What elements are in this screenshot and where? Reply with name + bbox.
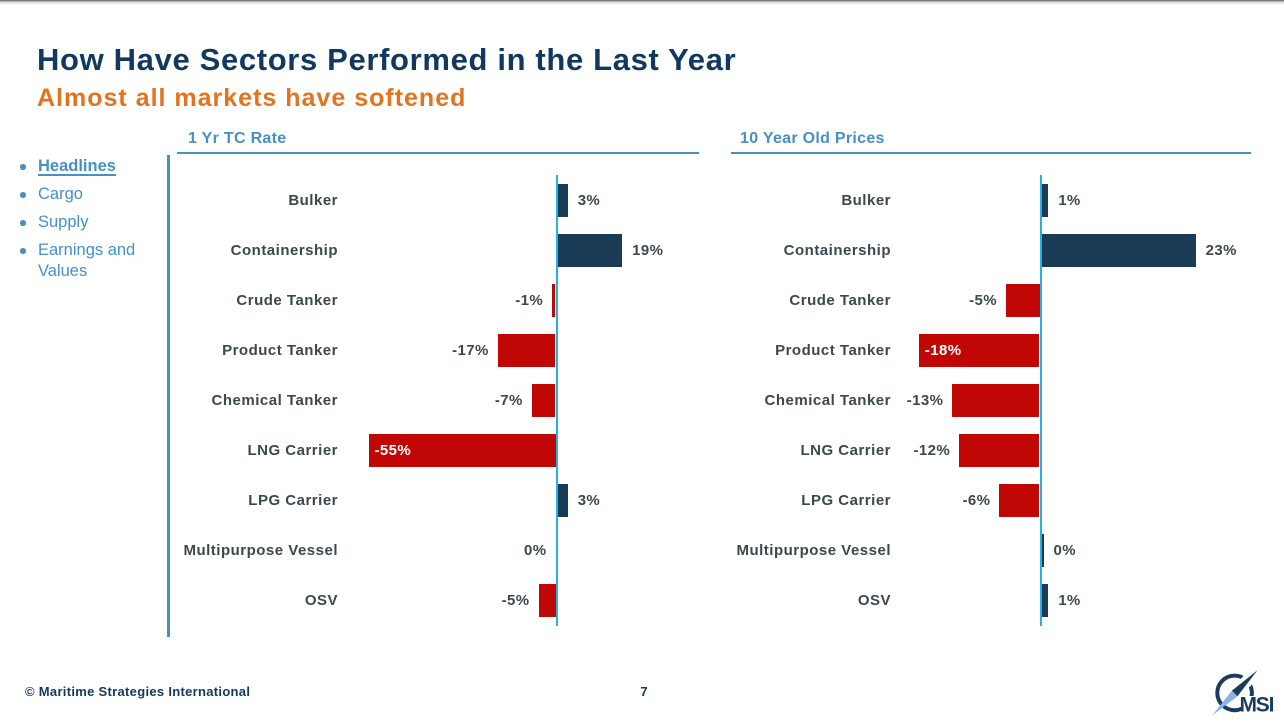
chart-10-year-old-prices: Bulker 1% Containership 23% Crude Tanker -5% P…: [0, 175, 1284, 626]
category-label: LPG Carrier: [801, 491, 891, 509]
category-label: LPG Carrier: [248, 491, 338, 509]
bar-lpg-carrier: [557, 483, 568, 517]
footer-page-number: 7: [640, 684, 648, 699]
chart-axis-line: [555, 175, 558, 626]
bar-containership: [557, 233, 623, 267]
chart-title-1yr-tc-rate: 1 Yr TC Rate: [188, 129, 287, 147]
sidebar-item-label: Supply: [38, 213, 89, 231]
sidebar-item-label: Earnings and Values: [38, 241, 136, 280]
bar-bulker: [557, 183, 568, 217]
sidebar-divider: [166, 155, 170, 637]
value-label: -7%: [494, 391, 523, 409]
logo-text: MSI: [1240, 694, 1274, 717]
bullet-icon: [20, 164, 26, 170]
category-label: Bulker: [288, 191, 338, 209]
bar-multipurpose-vessel: [1041, 533, 1044, 567]
chart-title-underline-left: [177, 152, 699, 154]
bar-product-tanker: [918, 333, 1040, 367]
category-label: LNG Carrier: [800, 441, 891, 459]
sidebar-item-label: Cargo: [38, 185, 83, 203]
sidebar-item-cargo[interactable]: Cargo: [14, 184, 162, 205]
chart-1yr-tc-rate: Bulker 3% Containership 19% Crude Tanker -1% P…: [0, 175, 1284, 626]
value-label: 1%: [1058, 591, 1081, 609]
bar-crude-tanker: [552, 283, 556, 317]
footer-copyright: © Maritime Strategies International: [25, 684, 251, 699]
category-label: LNG Carrier: [247, 441, 338, 459]
bar-lng-carrier: [368, 433, 556, 467]
logo-text-backing: [1242, 696, 1282, 721]
category-label: Containership: [783, 241, 891, 259]
sidebar-item-earnings-and-values[interactable]: Earnings and Values: [14, 240, 162, 282]
value-label: 19%: [632, 241, 664, 259]
category-label: Multipurpose Vessel: [183, 541, 338, 559]
value-label: -13%: [906, 391, 944, 409]
value-label: 0%: [1053, 541, 1076, 559]
sidebar-item-headlines[interactable]: Headlines: [14, 156, 162, 177]
bullet-icon: [20, 220, 26, 226]
category-label: Bulker: [841, 191, 891, 209]
value-label: -12%: [913, 441, 951, 459]
value-label: -1%: [515, 291, 544, 309]
value-label: -18%: [924, 341, 962, 359]
value-label: 3%: [577, 191, 601, 209]
bar-product-tanker: [497, 333, 556, 367]
chart-axis-line: [1039, 175, 1042, 626]
bar-containership: [1041, 233, 1196, 267]
value-label: 23%: [1205, 241, 1237, 259]
chart-title-underline-right: [731, 152, 1251, 154]
logo-compass-ring: [1215, 673, 1254, 713]
bar-osv: [1041, 583, 1049, 617]
bar-bulker: [1041, 183, 1049, 217]
top-edge-shadow: [0, 0, 1284, 5]
value-label: 3%: [577, 491, 601, 509]
value-label: -5%: [501, 591, 530, 609]
value-label: -6%: [962, 491, 991, 509]
page-title: How Have Sectors Performed in the Last Y…: [37, 41, 737, 77]
bar-chemical-tanker: [952, 383, 1040, 417]
section-nav: Headlines Cargo Supply Earnings and Values: [14, 156, 162, 289]
value-label: 1%: [1058, 191, 1081, 209]
logo-needle-north: [1231, 670, 1258, 697]
value-label: -5%: [969, 291, 997, 309]
category-label: OSV: [304, 591, 338, 609]
bar-osv: [538, 583, 556, 617]
bullet-icon: [20, 192, 26, 198]
sidebar-item-label: Headlines: [38, 157, 116, 175]
category-label: Product Tanker: [222, 341, 338, 359]
category-label: Chemical Tanker: [211, 391, 338, 409]
value-label: -17%: [452, 341, 489, 359]
bar-crude-tanker: [1006, 283, 1040, 317]
msi-logo: MSI: [1212, 664, 1282, 721]
value-label: 0%: [524, 541, 547, 559]
value-label: -55%: [374, 441, 412, 459]
chart-title-10-year-old-prices: 10 Year Old Prices: [740, 129, 885, 147]
category-label: Product Tanker: [775, 341, 891, 359]
bar-chemical-tanker: [531, 383, 556, 417]
logo-needle-south: [1212, 690, 1238, 716]
bar-lpg-carrier: [999, 483, 1040, 517]
page-subtitle: Almost all markets have softened: [37, 84, 467, 112]
bar-lng-carrier: [959, 433, 1040, 467]
sidebar-item-supply[interactable]: Supply: [14, 212, 162, 233]
bullet-icon: [20, 248, 26, 254]
category-label: Crude Tanker: [236, 291, 338, 309]
category-label: Containership: [230, 241, 338, 259]
category-label: OSV: [857, 591, 891, 609]
category-label: Crude Tanker: [789, 291, 891, 309]
category-label: Chemical Tanker: [764, 391, 891, 409]
category-label: Multipurpose Vessel: [736, 541, 891, 559]
